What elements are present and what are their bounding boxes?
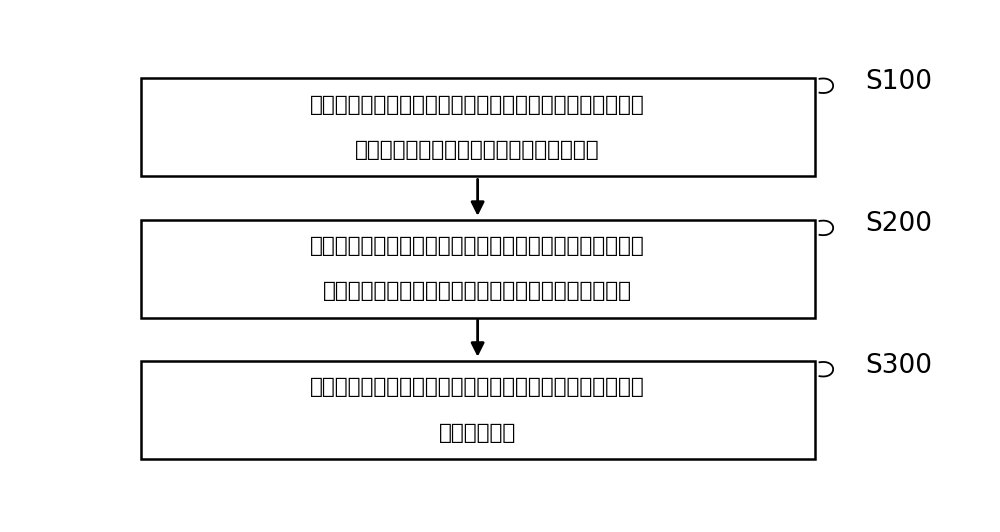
Text: 括：固定的车辆荷载加载力数量与加载间距: 括：固定的车辆荷载加载力数量与加载间距: [355, 140, 600, 160]
Text: S200: S200: [865, 211, 932, 237]
Text: 通过仿真计算得出轮轨力加载方式；所述轮轨力加载方式包: 通过仿真计算得出轮轨力加载方式；所述轮轨力加载方式包: [310, 95, 645, 115]
Bar: [140, 361, 815, 459]
Text: S300: S300: [865, 353, 932, 379]
Text: S100: S100: [865, 69, 932, 95]
Bar: [140, 220, 815, 318]
Text: 根据所述轮轨力加载方式和轮轨力加载量值，确定无砟轨道: 根据所述轮轨力加载方式和轮轨力加载量值，确定无砟轨道: [310, 378, 645, 397]
Text: 根据所述轮轨力加载方式，进行大量车载轮轨力测试和地面: 根据所述轮轨力加载方式，进行大量车载轮轨力测试和地面: [310, 236, 645, 256]
Bar: [140, 78, 815, 177]
Text: 轮轨力测试，获取轮轨力统计参数，得轮轨力加载量值: 轮轨力测试，获取轮轨力统计参数，得轮轨力加载量值: [323, 281, 632, 301]
Text: 车辆荷载图式: 车辆荷载图式: [439, 422, 516, 443]
